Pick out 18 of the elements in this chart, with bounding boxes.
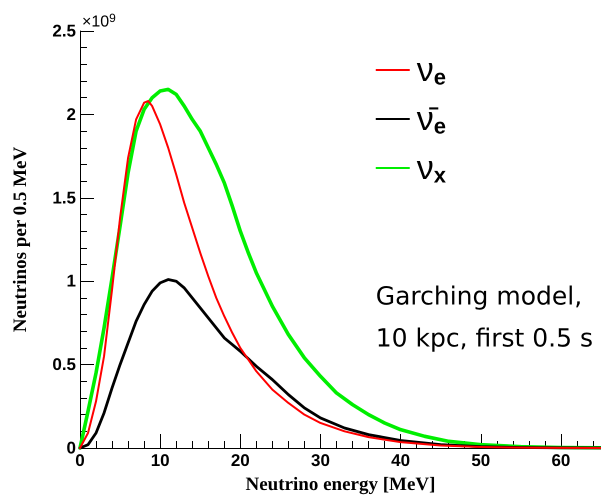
x-tick-label: 20 xyxy=(230,451,250,470)
x-tick-label: 10 xyxy=(150,451,170,470)
y-tick-label: 0 xyxy=(66,438,76,458)
legend-label: ν̄e xyxy=(416,100,446,138)
annotation: Garching model, 10 kpc, first 0.5 s xyxy=(376,282,594,352)
x-tick-label: 60 xyxy=(551,451,570,470)
y-tick-label: 1 xyxy=(66,272,76,291)
y-tick-label: 2.5 xyxy=(52,22,76,40)
y-axis-title: Neutrinos per 0.5 MeV xyxy=(10,146,31,332)
y-tick-label: 0.5 xyxy=(52,355,76,374)
x-tick-label: 30 xyxy=(311,451,330,470)
legend-label: νe xyxy=(416,51,446,90)
x-tick-label: 40 xyxy=(391,451,410,470)
y-tick-label: 2 xyxy=(66,104,76,124)
x-tick-label: 50 xyxy=(471,451,490,470)
x-axis-title: Neutrino energy [MeV] xyxy=(246,474,436,495)
legend-label: νx xyxy=(416,149,447,188)
y-tick-label: 1.5 xyxy=(52,188,76,208)
